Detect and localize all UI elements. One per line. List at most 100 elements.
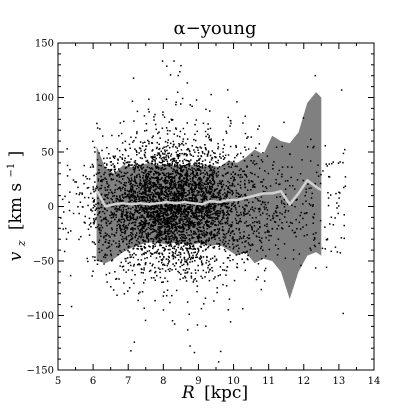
scatter-point [212, 207, 214, 210]
scatter-point [143, 188, 145, 190]
scatter-point [220, 197, 222, 200]
scatter-point [217, 174, 219, 177]
scatter-point [223, 197, 225, 199]
scatter-point [160, 219, 162, 221]
scatter-point [205, 224, 208, 227]
scatter-point [262, 185, 264, 187]
scatter-point [100, 229, 102, 232]
scatter-point [170, 213, 172, 215]
scatter-point [222, 213, 225, 216]
scatter-point [202, 164, 204, 166]
scatter-point [130, 228, 132, 230]
scatter-point [144, 205, 147, 208]
scatter-point [116, 224, 118, 227]
scatter-point [250, 189, 252, 191]
scatter-point [162, 258, 164, 260]
scatter-point [184, 166, 186, 169]
scatter-point [248, 234, 250, 236]
scatter-point [119, 234, 122, 236]
scatter-point [251, 217, 254, 219]
scatter-point [144, 193, 147, 196]
scatter-point [132, 166, 135, 168]
scatter-point [242, 156, 245, 158]
scatter-point [158, 260, 160, 263]
scatter-point [177, 270, 179, 273]
scatter-point [212, 192, 215, 195]
scatter-point [233, 160, 235, 163]
scatter-point [166, 222, 169, 225]
scatter-point [232, 236, 234, 238]
scatter-point [174, 170, 177, 173]
scatter-point [217, 224, 220, 226]
scatter-point [152, 215, 154, 218]
scatter-point [213, 167, 216, 169]
scatter-point [209, 263, 211, 266]
scatter-point [139, 180, 142, 182]
scatter-point [167, 172, 170, 174]
x-tick-label: 6 [90, 376, 96, 387]
scatter-point [152, 216, 154, 218]
scatter-point [158, 166, 160, 169]
scatter-point [170, 218, 173, 220]
scatter-point [177, 157, 179, 160]
scatter-point [98, 164, 100, 166]
scatter-point [228, 166, 230, 168]
scatter-point [166, 220, 168, 223]
scatter-point [249, 244, 252, 247]
scatter-point [185, 261, 187, 263]
scatter-point [178, 195, 181, 197]
scatter-point [153, 184, 156, 186]
scatter-point [149, 214, 151, 216]
scatter-point [162, 156, 164, 159]
scatter-point [175, 184, 177, 186]
scatter-point [116, 188, 119, 191]
scatter-point [167, 233, 169, 236]
scatter-point [145, 180, 148, 183]
scatter-point [242, 237, 244, 239]
scatter-point [136, 247, 138, 250]
scatter-point [185, 280, 188, 282]
scatter-point [212, 222, 214, 224]
scatter-point [194, 221, 196, 224]
scatter-point [194, 241, 196, 243]
scatter-point [185, 237, 187, 239]
scatter-point [159, 242, 161, 244]
scatter-point [221, 180, 224, 182]
scatter-point [206, 225, 209, 228]
scatter-point [201, 262, 203, 264]
scatter-point [225, 202, 228, 205]
scatter-point [199, 178, 201, 181]
scatter-point [130, 256, 132, 258]
scatter-point [214, 156, 217, 159]
scatter-point [155, 241, 158, 244]
scatter-point [118, 243, 120, 245]
scatter-point [187, 271, 189, 273]
scatter-point [179, 237, 182, 239]
scatter-point [197, 217, 199, 220]
scatter-point [178, 225, 181, 227]
scatter-point [206, 259, 208, 262]
scatter-point [195, 162, 198, 165]
scatter-point [70, 230, 72, 232]
scatter-point [193, 233, 196, 235]
scatter-point [198, 181, 200, 183]
scatter-point [206, 211, 209, 214]
scatter-point [177, 150, 179, 152]
scatter-point [150, 224, 152, 226]
scatter-point [122, 218, 124, 220]
scatter-point [155, 193, 157, 195]
scatter-point [143, 307, 145, 309]
scatter-point [201, 181, 203, 184]
scatter-point [141, 229, 143, 231]
scatter-point [128, 163, 130, 166]
scatter-point [190, 275, 193, 277]
scatter-point [143, 179, 145, 181]
scatter-point [133, 161, 136, 163]
scatter-point [124, 219, 126, 222]
scatter-point [195, 206, 198, 208]
scatter-point [176, 232, 179, 234]
scatter-point [160, 191, 162, 194]
scatter-point [121, 158, 124, 160]
scatter-point [275, 182, 277, 184]
scatter-point [192, 155, 194, 157]
